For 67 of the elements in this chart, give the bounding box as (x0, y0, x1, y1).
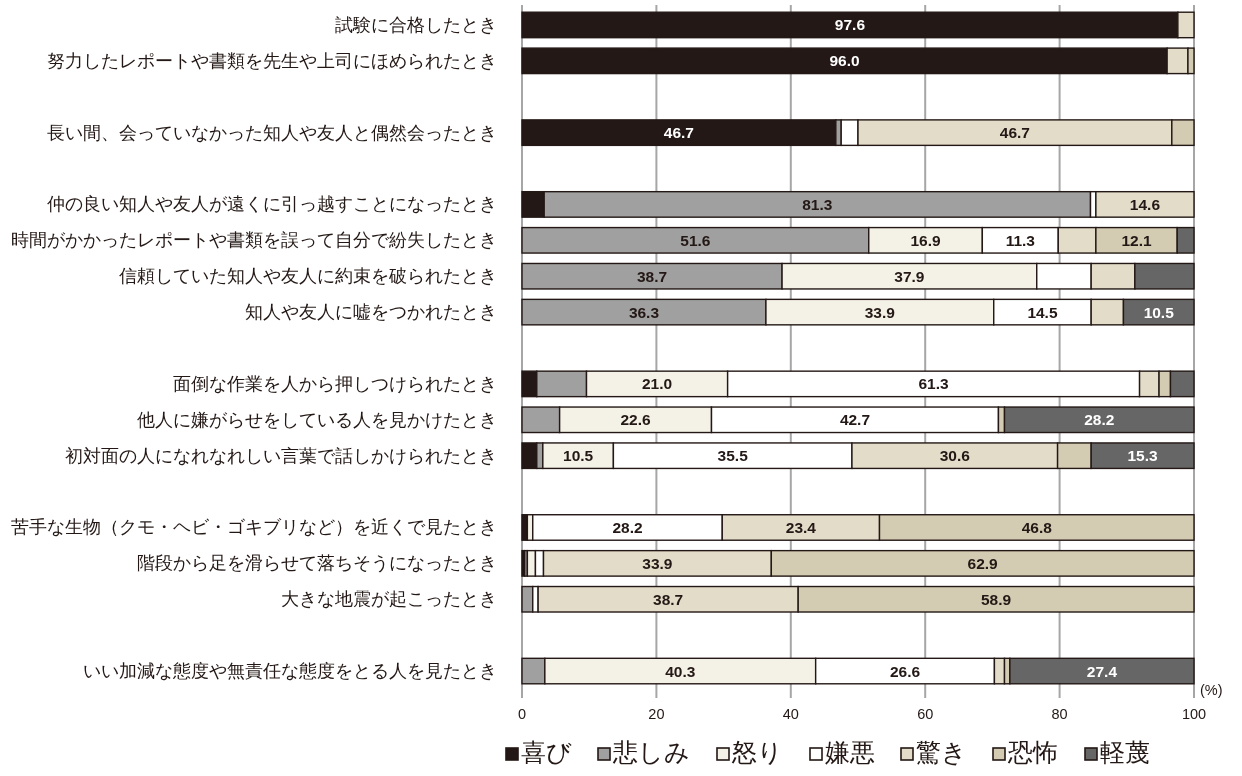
y-tick-label: 大きな地震が起こったとき (281, 589, 497, 610)
data-label: 58.9 (981, 590, 1012, 608)
legend-label: 驚き (916, 738, 967, 766)
data-label: 28.2 (1084, 411, 1115, 429)
y-tick-label: 仲の良い知人や友人が遠くに引っ越すことになったとき (47, 194, 497, 215)
y-tick-label: 信頼していた知人や友人に約束を破られたとき (119, 266, 497, 287)
data-label: 46.7 (999, 124, 1030, 142)
y-tick-label: 長い間、会っていなかった知人や友人と偶然会ったとき (47, 122, 497, 143)
data-label: 30.6 (939, 447, 971, 465)
data-label: 33.9 (864, 303, 896, 321)
y-tick-label: 知人や友人に嘘をつかれたとき (245, 302, 497, 323)
y-tick-label: いい加減な態度や無責任な態度をとる人を見たとき (83, 661, 497, 682)
data-label: 40.3 (665, 662, 696, 680)
data-label: 42.7 (839, 411, 871, 429)
data-label: 61.3 (918, 375, 950, 393)
data-label: 11.3 (1005, 231, 1036, 249)
data-label: 14.6 (1129, 195, 1161, 213)
data-label: 12.1 (1121, 231, 1153, 249)
data-label: 62.9 (967, 554, 999, 572)
legend-label: 喜び (521, 738, 572, 766)
data-label: 14.5 (1027, 303, 1058, 321)
data-label: 16.9 (910, 231, 941, 249)
legend-label: 怒り (731, 738, 783, 766)
x-tick-label: 40 (782, 706, 799, 722)
data-label: 23.4 (785, 518, 817, 536)
data-label: 36.3 (628, 303, 660, 321)
y-tick-label: 他人に嫌がらせをしている人を見かけたとき (137, 409, 497, 430)
x-tick-label: 20 (648, 706, 665, 722)
data-label: 46.8 (1021, 518, 1053, 536)
data-label: 10.5 (563, 447, 594, 465)
x-tick-label: 80 (1051, 706, 1068, 722)
data-label: 38.7 (636, 267, 668, 285)
x-tick-label: 60 (917, 706, 934, 722)
data-label: 38.7 (653, 590, 684, 608)
x-axis-title: (%) (1200, 682, 1223, 698)
y-tick-label: 初対面の人になれなれしい言葉で話しかけられたとき (65, 445, 497, 466)
data-label: 97.6 (834, 16, 866, 34)
bar (521, 119, 837, 147)
legend-label: 悲しみ (612, 738, 690, 766)
data-label: 10.5 (1143, 303, 1175, 321)
data-label: 33.9 (642, 554, 673, 572)
data-label: 37.9 (894, 267, 925, 285)
legend-label: 恐怖 (1007, 738, 1058, 766)
data-label: 21.0 (641, 375, 673, 393)
data-label: 27.4 (1086, 662, 1118, 680)
y-tick-label: 苦手な生物（クモ・ヘビ・ゴキブリなど）を近くで見たとき (11, 517, 497, 538)
y-tick-label: 努力したレポートや書類を先生や上司にほめられたとき (47, 50, 497, 71)
data-label: 28.2 (612, 518, 643, 536)
data-label: 51.6 (680, 231, 711, 249)
x-tick-label: 100 (1181, 706, 1207, 722)
y-tick-label: 面倒な作業を人から押しつけられたとき (173, 373, 497, 394)
bar (521, 514, 529, 541)
data-label: 46.7 (663, 124, 694, 142)
y-tick-label: 時間がかかったレポートや書類を誤って自分で紛失したとき (11, 230, 497, 251)
data-label: 35.5 (717, 447, 749, 465)
legend-label: 軽蔑 (1100, 738, 1150, 766)
data-label: 22.6 (620, 411, 652, 429)
data-label: 15.3 (1127, 447, 1159, 465)
data-label: 26.6 (889, 662, 921, 680)
y-tick-label: 試験に合格したとき (335, 14, 497, 35)
x-tick-label: 0 (517, 706, 527, 722)
y-tick-label: 階段から足を滑らせて落ちそうになったとき (137, 553, 497, 574)
bar (521, 585, 534, 613)
data-label: 81.3 (802, 195, 833, 213)
legend-label: 嫌悪 (825, 738, 875, 766)
data-label: 96.0 (829, 52, 860, 70)
bar (521, 442, 538, 470)
